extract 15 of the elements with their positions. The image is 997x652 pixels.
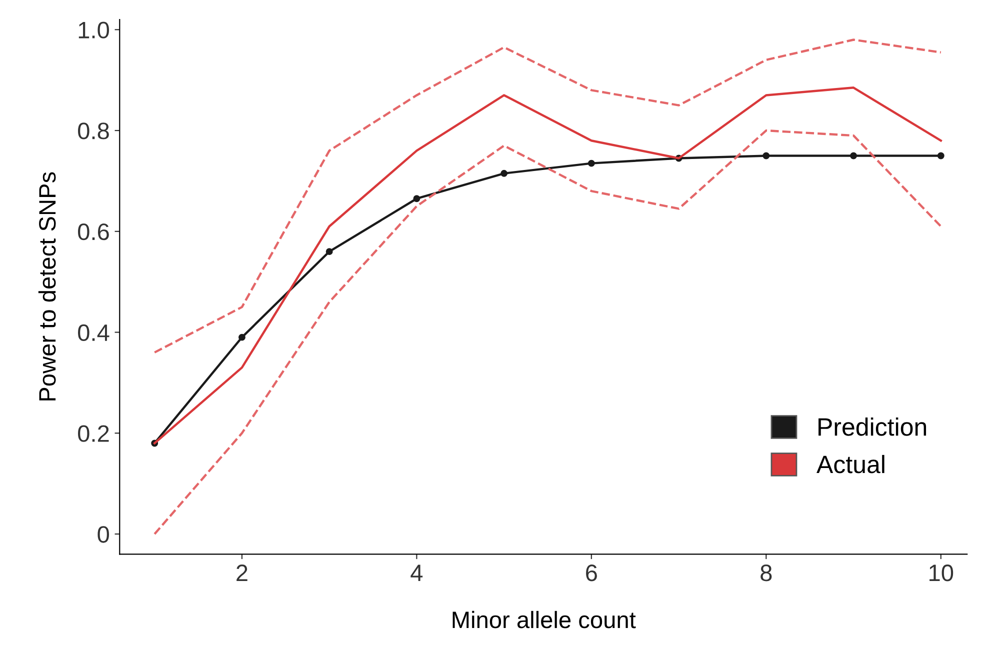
y-tick-label: 1.0 bbox=[78, 22, 109, 38]
x-tick-label: 2 bbox=[236, 564, 248, 582]
x-axis-title: Minor allele count bbox=[452, 610, 636, 628]
legend-label: Actual bbox=[816, 454, 884, 474]
y-axis-title: Power to detect SNPs bbox=[38, 172, 56, 400]
x-tick-label: 4 bbox=[410, 564, 423, 582]
y-tick-label: 0.8 bbox=[78, 122, 109, 140]
x-tick-label: 8 bbox=[760, 564, 772, 582]
legend-label: Prediction bbox=[818, 417, 926, 436]
y-tick-label: 0.6 bbox=[78, 223, 109, 240]
y-tick-label: 0.2 bbox=[78, 425, 109, 442]
x-tick-label: 10 bbox=[930, 564, 954, 582]
y-tick-label: 0 bbox=[98, 526, 109, 543]
y-tick-label: 0.4 bbox=[78, 324, 110, 342]
x-tick-label: 6 bbox=[586, 564, 597, 582]
